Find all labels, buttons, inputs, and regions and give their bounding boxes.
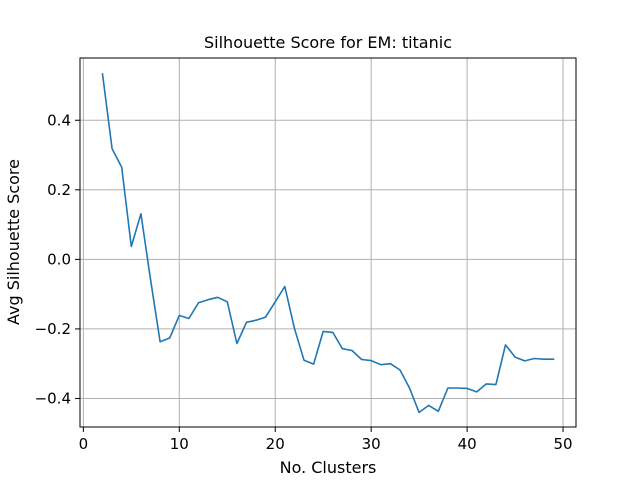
y-tick-label: −0.2 [35,320,71,338]
series-layer [101,73,555,414]
y-tick-label: 0.0 [47,250,71,268]
x-tick-label: 40 [458,435,477,453]
x-tick-label: 0 [79,435,89,453]
y-axis-label: Avg Silhouette Score [4,159,23,325]
chart-title: Silhouette Score for EM: titanic [204,33,452,52]
x-tick-label: 20 [266,435,285,453]
x-tick-label: 50 [554,435,573,453]
x-tick-label: 30 [362,435,381,453]
plot-frame [79,57,577,428]
y-tick-label: 0.4 [47,111,71,129]
series-line [101,73,555,414]
x-tick-label: 10 [170,435,189,453]
grid-lines [80,58,576,427]
axis-ticks: 0 10 20 30 40 50 −0.4 −0.2 0.0 0.2 0.4 [35,111,573,453]
y-tick-label: −0.4 [35,389,71,407]
y-tick-label: 0.2 [47,181,71,199]
x-axis-label: No. Clusters [280,458,377,477]
